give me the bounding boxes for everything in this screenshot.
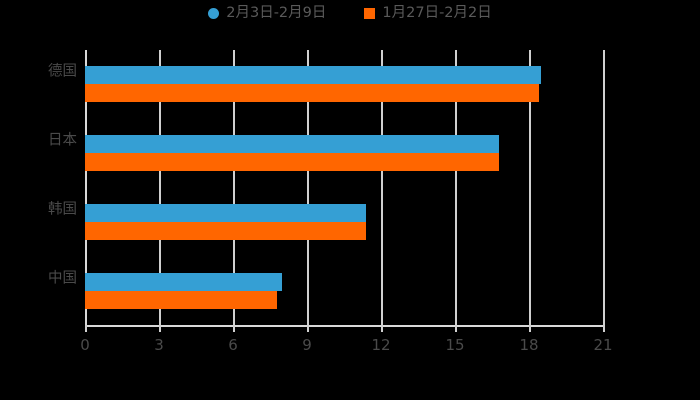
chart-legend: 2月3日-2月9日 1月27日-2月2日 <box>0 6 700 21</box>
tick-mark-9 <box>307 325 309 332</box>
x-tick-label-18: 18 <box>519 336 539 354</box>
gridline-18 <box>529 50 531 325</box>
tick-mark-15 <box>455 325 457 332</box>
category-label-0: 德国 <box>48 63 77 80</box>
gridline-15 <box>455 50 457 325</box>
legend-swatch-circle-icon <box>208 7 220 19</box>
bar-series1-日本 <box>85 135 500 154</box>
category-label-2: 韩国 <box>48 201 77 218</box>
x-tick-label-9: 9 <box>302 336 312 354</box>
x-tick-label-12: 12 <box>371 336 391 354</box>
gridline-21 <box>603 50 605 325</box>
x-axis-line <box>85 325 603 327</box>
bar-series2-韩国 <box>85 221 367 240</box>
tick-mark-3 <box>159 325 161 332</box>
tick-mark-6 <box>233 325 235 332</box>
gridline-6 <box>233 50 235 325</box>
y-axis-line <box>85 50 87 325</box>
plot-area: 0 3 6 9 12 15 18 21 <box>80 50 613 354</box>
x-tick-label-3: 3 <box>154 336 164 354</box>
tick-mark-18 <box>529 325 531 332</box>
category-axis-labels: 德国 日本 韩国 中国 <box>0 50 77 325</box>
x-tick-label-21: 21 <box>593 336 613 354</box>
tick-mark-12 <box>381 325 383 332</box>
legend-label-series1: 2月3日-2月9日 <box>226 5 327 21</box>
gridline-9 <box>307 50 309 325</box>
legend-label-series2: 1月27日-2月2日 <box>382 5 492 21</box>
legend-item-series1[interactable]: 2月3日-2月9日 <box>208 6 326 21</box>
category-label-3: 中国 <box>48 270 77 287</box>
gridline-12 <box>381 50 383 325</box>
gridline-3 <box>159 50 161 325</box>
bar-series2-日本 <box>85 153 500 172</box>
legend-item-series2[interactable]: 1月27日-2月2日 <box>364 5 492 21</box>
x-tick-label-0: 0 <box>80 336 90 354</box>
bar-series1-中国 <box>85 272 283 291</box>
bar-series2-中国 <box>85 290 278 309</box>
x-tick-label-6: 6 <box>228 336 238 354</box>
x-tick-label-15: 15 <box>445 336 465 354</box>
bar-series2-德国 <box>85 84 539 103</box>
legend-swatch-square-icon <box>364 7 376 19</box>
bar-series1-德国 <box>85 66 542 85</box>
tick-mark-21 <box>603 325 605 332</box>
category-label-1: 日本 <box>48 132 77 149</box>
tick-mark-0 <box>85 325 87 332</box>
bar-series1-韩国 <box>85 203 367 222</box>
